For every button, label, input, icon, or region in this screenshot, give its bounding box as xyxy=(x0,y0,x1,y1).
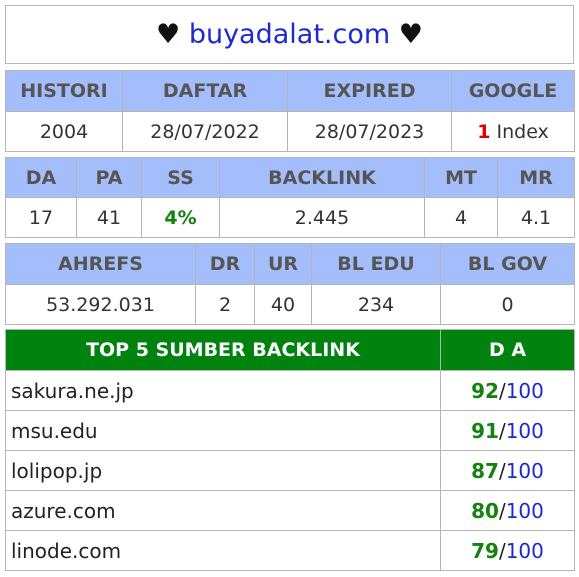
value-mr: 4.1 xyxy=(497,197,575,238)
value-google: 1 Index xyxy=(451,111,575,152)
backlink-site: lolipop.jp xyxy=(5,450,441,491)
value-backlink: 2.445 xyxy=(219,197,425,238)
ahrefs-table: AHREFS DR UR BL EDU BL GOV 53.292.031 2 … xyxy=(5,243,575,325)
da-score: 92 xyxy=(471,378,499,403)
da-score: 91 xyxy=(471,418,499,443)
value-ahrefs: 53.292.031 xyxy=(5,284,196,325)
value-histori: 2004 xyxy=(5,111,123,152)
backlink-site: msu.edu xyxy=(5,410,441,451)
da-separator: / xyxy=(498,538,506,563)
title-box: ♥ buyadalat.com ♥ xyxy=(5,5,574,64)
value-pa: 41 xyxy=(76,197,142,238)
header-bl-gov: BL GOV xyxy=(440,243,575,285)
header-backlink: BACKLINK xyxy=(219,157,425,198)
header-ahrefs: AHREFS xyxy=(5,243,196,285)
value-bl-edu: 234 xyxy=(311,284,441,325)
value-daftar: 28/07/2022 xyxy=(122,111,288,152)
value-da: 17 xyxy=(5,197,77,238)
header-dr: DR xyxy=(195,243,255,285)
table-row: azure.com 80/100 xyxy=(5,490,575,531)
header-top-sources: TOP 5 SUMBER BACKLINK xyxy=(5,329,441,371)
value-ss: 4% xyxy=(141,197,220,238)
backlink-site: linode.com xyxy=(5,530,441,571)
da-score: 87 xyxy=(471,458,499,483)
value-ur: 40 xyxy=(254,284,312,325)
header-mt: MT xyxy=(424,157,498,198)
da-separator: / xyxy=(498,458,506,483)
backlink-da: 91/100 xyxy=(440,410,575,451)
da-max: 100 xyxy=(505,498,544,523)
da-score: 79 xyxy=(471,538,499,563)
header-top-da: D A xyxy=(440,329,575,371)
header-bl-edu: BL EDU xyxy=(311,243,441,285)
site-title: ♥ buyadalat.com ♥ xyxy=(5,5,574,64)
metrics-table: DA PA SS BACKLINK MT MR 17 41 4% 2.445 4… xyxy=(5,157,575,238)
header-daftar: DAFTAR xyxy=(122,70,288,112)
value-mt: 4 xyxy=(424,197,498,238)
backlink-da: 80/100 xyxy=(440,490,575,531)
da-max: 100 xyxy=(505,538,544,563)
backlink-da: 79/100 xyxy=(440,530,575,571)
header-pa: PA xyxy=(76,157,142,198)
google-index-count: 1 xyxy=(477,120,491,143)
table-row: linode.com 79/100 xyxy=(5,530,575,571)
value-bl-gov: 0 xyxy=(440,284,575,325)
backlink-da: 87/100 xyxy=(440,450,575,491)
header-mr: MR xyxy=(497,157,575,198)
table-row: msu.edu 91/100 xyxy=(5,410,575,451)
da-score: 80 xyxy=(471,498,499,523)
da-max: 100 xyxy=(505,458,544,483)
history-table: HISTORI DAFTAR EXPIRED GOOGLE 2004 28/07… xyxy=(5,70,575,152)
table-row: sakura.ne.jp 92/100 xyxy=(5,370,575,411)
da-max: 100 xyxy=(505,378,544,403)
backlink-da: 92/100 xyxy=(440,370,575,411)
table-row: lolipop.jp 87/100 xyxy=(5,450,575,491)
value-expired: 28/07/2023 xyxy=(287,111,452,152)
google-index-label: Index xyxy=(496,120,549,143)
heart-icon-left: ♥ xyxy=(156,19,181,50)
top-backlinks-table: TOP 5 SUMBER BACKLINK D A sakura.ne.jp 9… xyxy=(5,329,575,571)
da-separator: / xyxy=(498,418,506,443)
header-da: DA xyxy=(5,157,77,198)
da-separator: / xyxy=(498,378,506,403)
da-max: 100 xyxy=(505,418,544,443)
header-histori: HISTORI xyxy=(5,70,123,112)
header-expired: EXPIRED xyxy=(287,70,452,112)
backlink-site: azure.com xyxy=(5,490,441,531)
header-google: GOOGLE xyxy=(451,70,575,112)
header-ss: SS xyxy=(141,157,220,198)
header-ur: UR xyxy=(254,243,312,285)
heart-icon-right: ♥ xyxy=(398,19,423,50)
backlink-site: sakura.ne.jp xyxy=(5,370,441,411)
domain-name[interactable]: buyadalat.com xyxy=(188,19,391,50)
da-separator: / xyxy=(498,498,506,523)
value-dr: 2 xyxy=(195,284,255,325)
